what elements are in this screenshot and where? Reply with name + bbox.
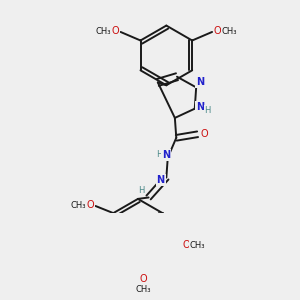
- Text: O: O: [200, 128, 208, 139]
- Text: CH₃: CH₃: [221, 27, 237, 36]
- Text: N: N: [196, 77, 204, 87]
- Text: H: H: [138, 186, 145, 195]
- Text: H: H: [204, 106, 211, 115]
- Text: N: N: [162, 150, 170, 160]
- Text: O: O: [182, 240, 190, 250]
- Text: CH₃: CH₃: [96, 27, 111, 36]
- Text: N: N: [196, 102, 205, 112]
- Text: CH₃: CH₃: [136, 285, 152, 294]
- Text: O: O: [111, 26, 119, 36]
- Text: N: N: [157, 176, 165, 185]
- Text: CH₃: CH₃: [190, 241, 205, 250]
- Text: O: O: [86, 200, 94, 210]
- Text: CH₃: CH₃: [71, 201, 86, 210]
- Text: H: H: [156, 150, 162, 159]
- Text: O: O: [140, 274, 147, 284]
- Text: O: O: [214, 26, 222, 36]
